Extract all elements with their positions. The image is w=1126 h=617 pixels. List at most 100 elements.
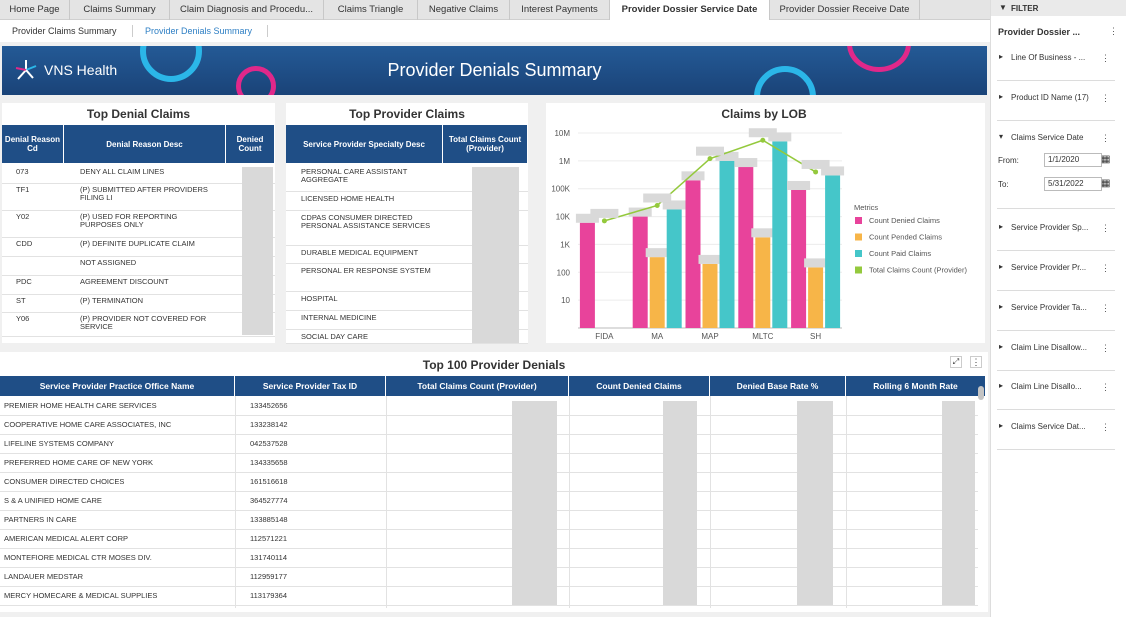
row-divider bbox=[286, 210, 528, 211]
filter-item[interactable]: Service Provider Sp... bbox=[1011, 223, 1089, 232]
more-options-icon[interactable]: ⋮ bbox=[1101, 343, 1110, 353]
more-options-icon[interactable]: ⋮ bbox=[1101, 263, 1110, 273]
tab-negative-claims[interactable]: Negative Claims bbox=[418, 0, 510, 20]
provider-tax-id: 131740114 bbox=[250, 553, 287, 562]
provider-specialty-desc: SOCIAL DAY CARE bbox=[301, 333, 368, 341]
filter-item[interactable]: Service Provider Pr... bbox=[1011, 263, 1087, 272]
column-header[interactable]: Total Claims Count (Provider) bbox=[386, 376, 569, 396]
provider-specialty-desc: LICENSED HOME HEALTH bbox=[301, 195, 395, 203]
filter-divider bbox=[997, 449, 1115, 450]
expand-icon[interactable]: ⤢ bbox=[950, 356, 962, 368]
subtab-divider bbox=[267, 25, 268, 37]
tab-claims-triangle[interactable]: Claims Triangle bbox=[324, 0, 418, 20]
column-header[interactable]: Rolling 6 Month Rate bbox=[846, 376, 986, 396]
expand-arrow-icon[interactable]: ▸ bbox=[999, 421, 1004, 430]
tab-claim-diagnosis[interactable]: Claim Diagnosis and Procedu... bbox=[170, 0, 324, 20]
row-divider bbox=[286, 245, 528, 246]
line-point bbox=[760, 137, 766, 143]
more-options-icon[interactable]: ⋮ bbox=[1101, 303, 1110, 313]
from-date-input[interactable]: 1/1/2020 bbox=[1044, 153, 1102, 167]
row-divider bbox=[2, 294, 275, 295]
row-divider bbox=[0, 529, 978, 530]
provider-specialty-desc: DURABLE MEDICAL EQUIPMENT bbox=[301, 249, 419, 257]
row-divider bbox=[286, 191, 528, 192]
more-options-icon[interactable]: ⋮ bbox=[1101, 422, 1110, 432]
column-header[interactable]: Service Provider Tax ID bbox=[235, 376, 386, 396]
filter-item[interactable]: Service Provider Ta... bbox=[1011, 303, 1087, 312]
tab-interest-payments[interactable]: Interest Payments bbox=[510, 0, 610, 20]
provider-tax-id: 113179364 bbox=[250, 591, 287, 600]
filter-header-label: FILTER bbox=[1011, 4, 1039, 13]
more-options-icon[interactable]: ⋮ bbox=[1101, 53, 1110, 63]
filter-item[interactable]: Claims Service Dat... bbox=[1011, 422, 1086, 431]
expand-arrow-icon[interactable]: ▸ bbox=[999, 92, 1004, 101]
row-divider bbox=[286, 263, 528, 264]
decorative-ring bbox=[140, 46, 202, 82]
to-date-input[interactable]: 5/31/2022 bbox=[1044, 177, 1102, 191]
expand-arrow-icon[interactable]: ▸ bbox=[999, 381, 1004, 390]
panel-title: Top Denial Claims bbox=[86, 107, 191, 121]
filter-divider bbox=[997, 409, 1115, 410]
y-tick-label: 100K bbox=[551, 185, 570, 194]
filter-divider bbox=[997, 120, 1115, 121]
expand-arrow-icon[interactable]: ▸ bbox=[999, 342, 1004, 351]
expand-arrow-icon[interactable]: ▸ bbox=[999, 222, 1004, 231]
legend-label: Total Claims Count (Provider) bbox=[869, 266, 967, 275]
filter-item[interactable]: Claims Service Date bbox=[1011, 133, 1084, 142]
page-subtabs: Provider Claims Summary Provider Denials… bbox=[0, 20, 990, 42]
bar-count-denied-claims bbox=[579, 222, 595, 328]
more-options-icon[interactable]: ⋮ bbox=[1101, 382, 1110, 392]
provider-tax-id: 112959177 bbox=[250, 572, 287, 581]
redacted-data-label bbox=[645, 248, 669, 258]
calendar-icon[interactable]: ▦ bbox=[1101, 178, 1111, 189]
column-header[interactable]: Count Denied Claims bbox=[569, 376, 710, 396]
more-options-icon[interactable]: ⋮ bbox=[1101, 93, 1110, 103]
redacted-column bbox=[942, 401, 975, 605]
row-divider bbox=[0, 586, 978, 587]
tab-provider-dossier-receive-date[interactable]: Provider Dossier Receive Date bbox=[770, 0, 920, 20]
redacted-data-label bbox=[734, 158, 758, 168]
column-header[interactable]: Service Provider Practice Office Name bbox=[0, 376, 235, 396]
column-header[interactable]: Service Provider Specialty Desc bbox=[286, 125, 443, 163]
logo-star-icon bbox=[15, 60, 37, 80]
tab-provider-dossier-service-date[interactable]: Provider Dossier Service Date bbox=[610, 0, 770, 21]
legend-label: Count Pended Claims bbox=[869, 233, 942, 242]
column-header[interactable]: Denied Base Rate % bbox=[710, 376, 846, 396]
collapse-arrow-icon[interactable]: ▾ bbox=[999, 132, 1004, 141]
row-divider bbox=[0, 415, 978, 416]
expand-arrow-icon[interactable]: ▸ bbox=[999, 52, 1004, 61]
provider-office-name: PARTNERS IN CARE bbox=[4, 515, 77, 524]
more-options-icon[interactable]: ⋮ bbox=[970, 356, 982, 368]
bar-count-denied-claims bbox=[738, 167, 754, 328]
filter-header[interactable]: ▼ FILTER bbox=[991, 0, 1126, 16]
expand-arrow-icon[interactable]: ▸ bbox=[999, 302, 1004, 311]
filter-item[interactable]: Claim Line Disallow... bbox=[1011, 343, 1088, 352]
x-tick-label: FIDA bbox=[595, 332, 614, 341]
tab-claims-summary[interactable]: Claims Summary bbox=[70, 0, 170, 20]
filter-divider bbox=[997, 250, 1115, 251]
provider-office-name: AMERICAN MEDICAL ALERT CORP bbox=[4, 534, 129, 543]
column-header[interactable]: Total Claims Count (Provider) bbox=[443, 125, 528, 163]
table-scrollbar[interactable] bbox=[978, 386, 984, 400]
row-divider bbox=[286, 310, 528, 311]
tab-home-page[interactable]: Home Page bbox=[0, 0, 70, 20]
more-options-icon[interactable]: ⋮ bbox=[1109, 26, 1118, 36]
expand-arrow-icon[interactable]: ▸ bbox=[999, 262, 1004, 271]
column-header[interactable]: Denial Reason Desc bbox=[64, 125, 226, 163]
filter-item[interactable]: Line Of Business - ... bbox=[1011, 53, 1086, 62]
filter-item[interactable]: Claim Line Disallo... bbox=[1011, 382, 1082, 391]
panel-title: Top Provider Claims bbox=[349, 107, 465, 121]
subtab-provider-claims-summary[interactable]: Provider Claims Summary bbox=[12, 26, 117, 36]
redacted-data-label bbox=[787, 180, 811, 190]
column-header[interactable]: Denied Count bbox=[226, 125, 275, 163]
provider-specialty-desc: CDPAS CONSUMER DIRECTED PERSONAL ASSISTA… bbox=[301, 214, 431, 230]
calendar-icon[interactable]: ▦ bbox=[1101, 154, 1111, 165]
more-options-icon[interactable]: ⋮ bbox=[1101, 133, 1110, 143]
row-divider bbox=[0, 605, 978, 606]
decorative-ring bbox=[236, 66, 276, 95]
column-header[interactable]: Denial Reason Cd bbox=[2, 125, 64, 163]
subtab-provider-denials-summary[interactable]: Provider Denials Summary bbox=[145, 26, 253, 36]
more-options-icon[interactable]: ⋮ bbox=[1101, 223, 1110, 233]
filter-item[interactable]: Product ID Name (17) bbox=[1011, 93, 1089, 102]
x-tick-label: MAP bbox=[701, 332, 718, 341]
